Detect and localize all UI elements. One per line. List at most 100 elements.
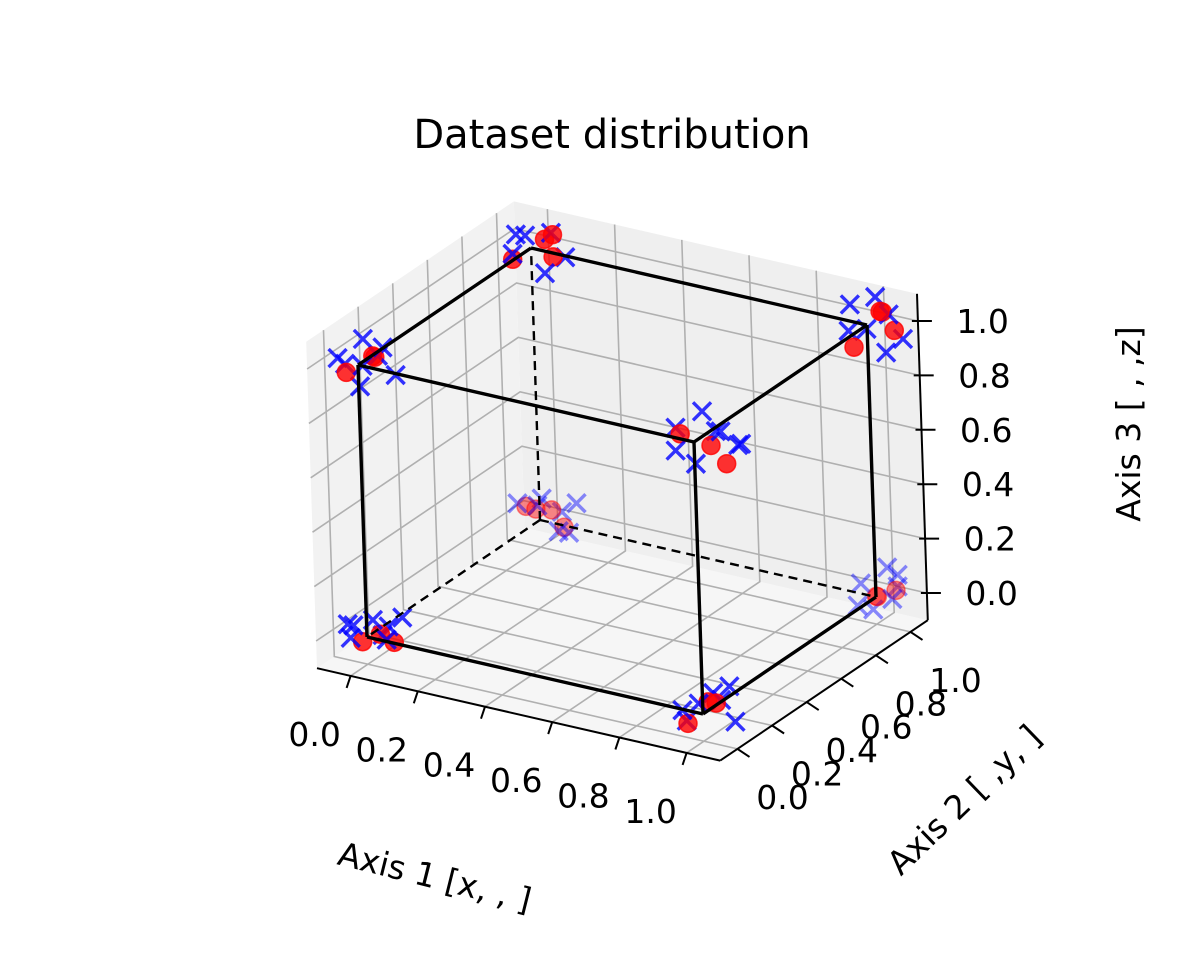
x-gridline bbox=[551, 255, 761, 723]
blue-cross-marker bbox=[838, 320, 859, 342]
chart-title: Dataset distribution bbox=[413, 112, 810, 158]
x-tick-mark bbox=[547, 721, 554, 735]
blue-cross-marker bbox=[534, 263, 556, 284]
z-tick-label: 0.6 bbox=[960, 411, 1012, 450]
y-gridline bbox=[495, 213, 911, 633]
blue-cross-marker bbox=[376, 629, 397, 650]
y-tick-label: 0.8 bbox=[895, 684, 947, 723]
x-tick-label: 1.0 bbox=[624, 792, 676, 831]
axis-lines bbox=[316, 293, 941, 766]
red-circle-marker bbox=[844, 337, 864, 357]
y-gridline bbox=[391, 283, 807, 703]
cube-edge bbox=[865, 324, 878, 598]
blue-cross-marker bbox=[710, 421, 731, 442]
cube-hidden-edge bbox=[366, 519, 541, 638]
y-tick-mark bbox=[840, 677, 854, 688]
grid-lines bbox=[306, 209, 928, 754]
cube-hidden-edge bbox=[539, 518, 877, 599]
blue-cross-marker bbox=[548, 521, 569, 542]
blue-cross-marker bbox=[558, 522, 580, 543]
y-tick-mark bbox=[806, 701, 820, 711]
blue-cross-marker bbox=[887, 576, 908, 597]
cube-edge bbox=[356, 364, 369, 638]
cube-edge bbox=[693, 323, 868, 444]
z-gridline bbox=[312, 390, 924, 533]
blue-cross-marker bbox=[507, 493, 528, 514]
cube-edge bbox=[692, 441, 705, 715]
red-circle-marker bbox=[541, 500, 562, 520]
z-gridline bbox=[308, 282, 920, 425]
cube-edge bbox=[357, 246, 532, 367]
blue-cross-marker bbox=[688, 693, 709, 714]
red-circle-marker bbox=[886, 580, 906, 601]
cube-edge bbox=[530, 246, 868, 327]
x-tick-mark bbox=[412, 690, 419, 704]
cube-edge bbox=[366, 635, 704, 716]
blue-cross-marker bbox=[337, 614, 358, 635]
blue-cross-marker bbox=[343, 615, 364, 636]
blue-cross-marker bbox=[850, 573, 872, 594]
x-tick-label: 0.8 bbox=[557, 777, 609, 816]
x-tick-mark bbox=[480, 706, 486, 720]
y-tick-mark bbox=[909, 631, 924, 641]
z-tick-label: 0.0 bbox=[965, 574, 1017, 613]
x-tick-label: 0.2 bbox=[356, 730, 408, 769]
z-tick-label: 0.2 bbox=[964, 520, 1016, 559]
y-tick-mark bbox=[771, 724, 785, 735]
blue-cross-marker bbox=[665, 440, 686, 461]
red-circle-marker bbox=[516, 496, 536, 517]
x-gridline bbox=[686, 286, 896, 754]
z-gridline bbox=[313, 445, 926, 588]
x-tick-label: 0.4 bbox=[423, 746, 475, 785]
cube-hidden-edge bbox=[529, 247, 542, 521]
z-tick-label: 1.0 bbox=[956, 302, 1008, 341]
x-gridline bbox=[350, 209, 560, 677]
red-circle-marker bbox=[716, 453, 737, 474]
y-tick-label: 0.0 bbox=[756, 778, 808, 817]
cube-edge bbox=[702, 595, 877, 716]
x-tick-mark bbox=[681, 752, 688, 766]
red-circle-marker bbox=[870, 301, 890, 322]
blue-cross-marker bbox=[392, 607, 413, 628]
blue-cross-marker bbox=[352, 328, 374, 350]
blue-cross-marker bbox=[876, 557, 898, 578]
y-tick-label: 0.2 bbox=[791, 755, 843, 794]
red-circle-marker bbox=[336, 362, 357, 383]
x-tick-label: 0.0 bbox=[288, 715, 340, 754]
z-gridline bbox=[306, 227, 919, 370]
blue-cross-marker bbox=[730, 433, 752, 455]
y-gridline bbox=[357, 306, 773, 727]
blue-cross-marker bbox=[514, 225, 536, 246]
blue-cross-marker bbox=[875, 342, 897, 363]
y-gridline bbox=[461, 236, 877, 657]
z-axis-line bbox=[916, 293, 929, 621]
blue-cross-marker bbox=[551, 501, 573, 522]
blue-cross-marker bbox=[502, 243, 523, 265]
z-gridline bbox=[310, 336, 922, 479]
red-circle-marker bbox=[701, 435, 721, 456]
y-tick-mark bbox=[736, 748, 751, 758]
y-axis-line bbox=[719, 619, 929, 762]
y-tick-label: 0.6 bbox=[860, 708, 912, 747]
z-tick-label: 0.4 bbox=[962, 465, 1014, 504]
x-gridline bbox=[417, 224, 627, 692]
z-tick-label: 0.8 bbox=[958, 356, 1010, 395]
blue-cross-marker bbox=[527, 495, 548, 516]
x-tick-mark bbox=[345, 675, 352, 689]
y-tick-mark bbox=[875, 654, 889, 665]
z-gridline bbox=[315, 499, 928, 642]
x-tick-label: 0.6 bbox=[490, 761, 542, 800]
y-gridline bbox=[426, 259, 842, 680]
blue-cross-marker bbox=[887, 564, 908, 586]
x-tick-mark bbox=[614, 737, 621, 750]
cube-edge bbox=[357, 363, 695, 444]
y-gridline bbox=[322, 330, 738, 750]
tick-labels: 0.00.00.00.20.20.20.4 0.40.40.60.60.60.80… bbox=[288, 302, 1018, 831]
z-axis-label: Axis 3 [ , ,z] bbox=[1109, 326, 1148, 521]
red-circle-marker bbox=[884, 320, 905, 341]
blue-cross-marker bbox=[882, 588, 903, 610]
red-circle-marker bbox=[542, 224, 563, 245]
left-pane bbox=[306, 201, 525, 669]
unit-cube-edges bbox=[356, 246, 878, 716]
